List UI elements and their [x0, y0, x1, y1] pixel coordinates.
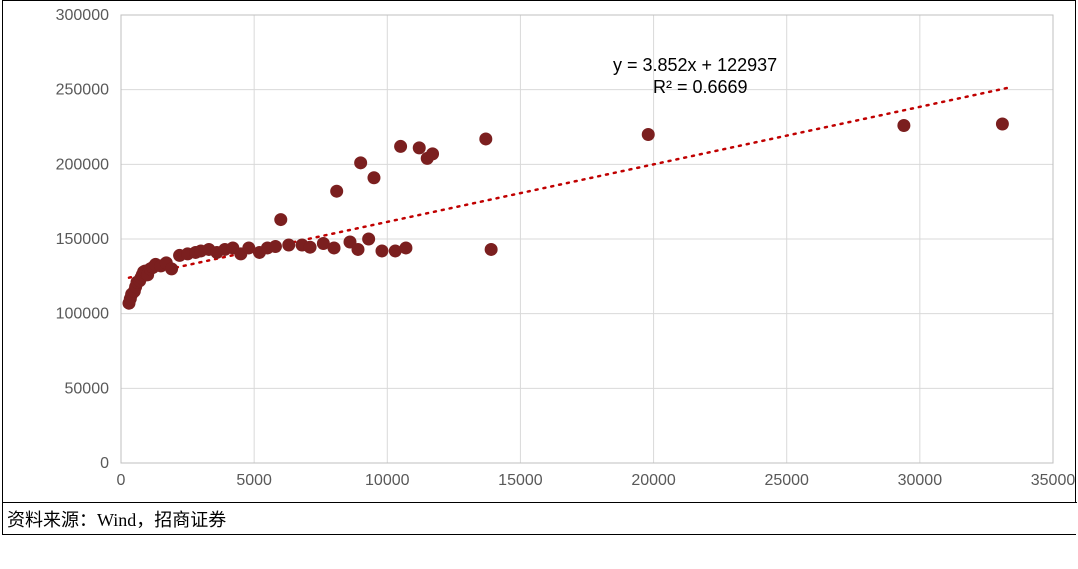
grid — [121, 15, 1053, 463]
data-point — [354, 156, 367, 169]
data-point — [375, 244, 388, 257]
y-tick-label: 100000 — [56, 306, 109, 323]
data-point — [897, 119, 910, 132]
scatter-chart: 0 5000 10000 15000 20000 25000 30000 35000 0 5000… — [3, 1, 1075, 534]
data-point — [165, 262, 178, 275]
source-text: Wind，招商证券 — [97, 510, 226, 530]
data-point — [367, 171, 380, 184]
data-point — [328, 241, 341, 254]
data-point — [996, 118, 1009, 131]
y-tick-label: 150000 — [56, 231, 109, 248]
source-prefix: 资料来源： — [7, 510, 97, 530]
x-tick-label: 35000 — [1031, 472, 1075, 489]
scatter-points — [122, 118, 1008, 310]
y-tick-label: 200000 — [56, 156, 109, 173]
data-point — [642, 128, 655, 141]
x-tick-label: 25000 — [764, 472, 809, 489]
data-point — [304, 241, 317, 254]
source-line: 资料来源：Wind，招商证券 — [3, 502, 1077, 534]
y-tick-label: 250000 — [56, 82, 109, 99]
data-point — [362, 233, 375, 246]
r-squared-label: R² = 0.6669 — [653, 77, 748, 97]
data-point — [351, 243, 364, 256]
x-tick-label: 30000 — [898, 472, 943, 489]
data-point — [426, 147, 439, 160]
y-tick-label: 300000 — [56, 7, 109, 24]
x-tick-label: 15000 — [498, 472, 543, 489]
chart-svg: 0 5000 10000 15000 20000 25000 30000 35000 0 5000… — [3, 1, 1075, 501]
equation-label: y = 3.852x + 122937 — [613, 55, 777, 75]
data-point — [479, 132, 492, 145]
data-point — [330, 185, 343, 198]
x-tick-label: 10000 — [365, 472, 410, 489]
data-point — [394, 140, 407, 153]
data-point — [282, 238, 295, 251]
x-tick-label: 20000 — [631, 472, 676, 489]
x-tick-label: 0 — [117, 472, 126, 489]
data-point — [485, 243, 498, 256]
chart-frame: 0 5000 10000 15000 20000 25000 30000 35000 0 5000… — [2, 0, 1076, 535]
y-tick-label: 0 — [100, 455, 109, 472]
data-point — [413, 141, 426, 154]
y-tick-label: 50000 — [65, 380, 110, 397]
x-tick-label: 5000 — [236, 472, 272, 489]
data-point — [399, 241, 412, 254]
data-point — [269, 240, 282, 253]
data-point — [274, 213, 287, 226]
